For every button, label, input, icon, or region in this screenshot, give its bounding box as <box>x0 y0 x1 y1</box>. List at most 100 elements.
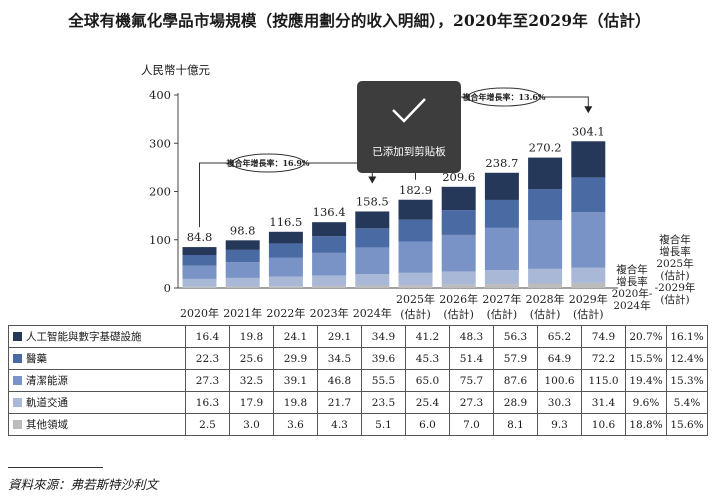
value-cell: 19.8 <box>273 391 318 414</box>
value-cell: 39.1 <box>273 369 318 392</box>
cagr-ellipse <box>467 87 541 107</box>
bar-segment <box>355 247 390 275</box>
cagr-cell: 12.4% <box>666 347 708 370</box>
x-tick-label: (估計) <box>530 307 561 321</box>
value-cell: 21.7 <box>317 391 362 414</box>
y-tick-label: 0 <box>164 281 171 295</box>
cagr-header-2025-2029: (估計) <box>660 269 689 282</box>
cagr-cell: 15.6% <box>666 413 708 436</box>
y-tick-label: 100 <box>149 233 171 247</box>
bar-total-label: 158.5 <box>356 194 389 208</box>
bar-total-label: 84.8 <box>187 230 213 244</box>
y-tick-label: 200 <box>149 185 171 199</box>
value-cell: 22.3 <box>185 347 230 370</box>
chart-title: 全球有機氟化學品市場規模（按應用劃分的收入明細），2020年至2029年（估計） <box>68 11 651 30</box>
bar-segment <box>268 231 303 244</box>
x-tick-label: (估計) <box>400 307 431 321</box>
bar-segment <box>571 177 606 213</box>
value-cell: 115.0 <box>581 369 626 392</box>
value-cell: 3.0 <box>229 413 274 436</box>
x-tick-label: 2029年 <box>569 292 608 306</box>
bar-total-label: 209.6 <box>442 170 475 184</box>
bar-segment <box>355 228 390 248</box>
value-cell: 16.3 <box>185 391 230 414</box>
bar-total-label: 136.4 <box>313 205 346 219</box>
x-tick-label: 2020年 <box>180 306 219 320</box>
bar-segment <box>528 268 563 284</box>
series-label-cell: 軌道交通 <box>8 391 186 414</box>
cagr-header-2020-2024: 2020年- <box>612 287 653 300</box>
clipboard-toast: 已添加到剪貼板 <box>357 81 461 173</box>
value-cell: 10.6 <box>581 413 626 436</box>
series-label-cell: 醫藥 <box>8 347 186 370</box>
value-cell: 65.0 <box>405 369 450 392</box>
legend-swatch <box>13 420 22 429</box>
value-cell: 4.3 <box>317 413 362 436</box>
data-table: 人工智能與數字基礎設施 16.4 19.8 24.1 29.1 34.9 41.2 48.3 5… <box>8 325 708 436</box>
y-axis-unit: 人民幣十億元 <box>141 63 210 77</box>
value-cell: 87.6 <box>493 369 538 392</box>
series-label-cell: 其他領域 <box>8 413 186 436</box>
x-tick-label: (估計) <box>487 307 518 321</box>
bar-total-label: 304.1 <box>572 124 605 138</box>
legend-swatch <box>13 332 22 341</box>
bar-segment <box>398 199 433 220</box>
x-tick-label: (估計) <box>443 307 474 321</box>
bar-total-label: 98.8 <box>230 223 256 237</box>
bar-segment <box>571 212 606 268</box>
value-cell: 2.5 <box>185 413 230 436</box>
value-cell: 57.9 <box>493 347 538 370</box>
series-label-cell: 人工智能與數字基礎設施 <box>8 325 186 348</box>
x-tick-label: 2028年 <box>526 292 565 306</box>
y-tick-label: 300 <box>149 136 171 150</box>
x-tick-label: 2021年 <box>223 306 262 320</box>
bar-segment <box>225 286 260 288</box>
bar-segment <box>441 284 476 288</box>
value-cell: 19.8 <box>229 325 274 348</box>
series-label-cell: 清潔能源 <box>8 369 186 392</box>
value-cell: 72.2 <box>581 347 626 370</box>
stacked-bar-chart: 0 100 200 300 400 84.8 2020年 98.8 2021年 116.5 2022… <box>149 87 695 321</box>
cagr-cell: 20.7% <box>625 325 667 348</box>
bar-segment <box>268 286 303 288</box>
bar-segment <box>268 257 303 277</box>
value-cell: 30.3 <box>537 391 582 414</box>
legend-swatch <box>13 398 22 407</box>
cagr-annotation-label: 複合年增長率：16.9% <box>225 158 309 168</box>
value-cell: 46.8 <box>317 369 362 392</box>
bar-segment <box>312 236 347 253</box>
cagr-header-2020-2024: 複合年 <box>616 263 648 276</box>
cagr-header-2025-2029: (估計) <box>660 293 689 306</box>
table-row: 其他領域 2.5 3.0 3.6 4.3 5.1 6.0 7.0 8.1 9.3 10.6 18.8%… <box>8 413 708 436</box>
cagr-cell: 15.3% <box>666 369 708 392</box>
table-row: 清潔能源 27.3 32.5 39.1 46.8 55.5 65.0 75.7 87.6 100.… <box>8 369 708 392</box>
value-cell: 65.2 <box>537 325 582 348</box>
bar-segment <box>182 254 217 266</box>
bar-total-label: 116.5 <box>269 215 302 229</box>
x-tick-label: 2023年 <box>310 306 349 320</box>
bar-segment <box>312 275 347 286</box>
source-note: 資料來源：弗若斯特沙利文 <box>8 477 159 492</box>
bar-segment <box>312 285 347 288</box>
x-tick-label: 2022年 <box>266 306 305 320</box>
value-cell: 55.5 <box>361 369 406 392</box>
checkmark-icon <box>392 98 426 123</box>
cagr-cell: 9.6% <box>625 391 667 414</box>
value-cell: 34.5 <box>317 347 362 370</box>
value-cell: 9.3 <box>537 413 582 436</box>
value-cell: 64.9 <box>537 347 582 370</box>
value-cell: 39.6 <box>361 347 406 370</box>
value-cell: 3.6 <box>273 413 318 436</box>
bar-segment <box>225 240 260 250</box>
x-tick-label: 2024年 <box>353 306 392 320</box>
bar-segment <box>528 283 563 288</box>
bar-segment <box>182 247 217 255</box>
bar-segment <box>398 219 433 242</box>
cagr-header-2020-2024: 增長率 <box>616 275 648 288</box>
cagr-header-2025-2029: 2025年 <box>656 257 693 270</box>
value-cell: 28.9 <box>493 391 538 414</box>
bar-segment <box>484 284 519 288</box>
value-cell: 51.4 <box>449 347 494 370</box>
bar-segment <box>484 227 519 271</box>
bar-segment <box>484 270 519 285</box>
